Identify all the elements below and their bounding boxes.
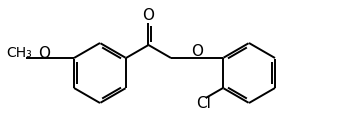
Text: O: O [38, 46, 50, 60]
Text: Cl: Cl [196, 96, 211, 112]
Text: CH₃: CH₃ [6, 46, 32, 60]
Text: O: O [191, 44, 203, 59]
Text: O: O [143, 9, 154, 23]
